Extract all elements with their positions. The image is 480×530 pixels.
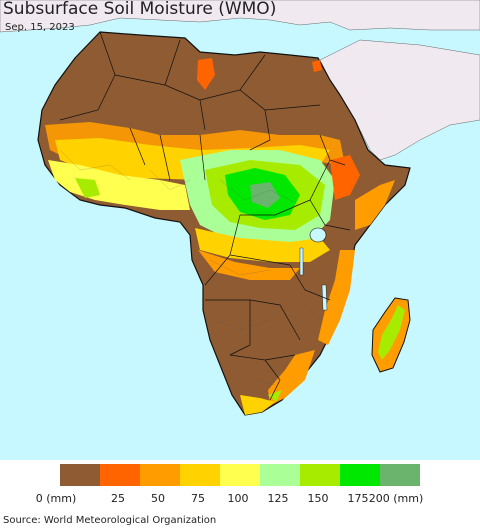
legend-label-end: 200 (mm) [369,492,424,505]
nile-delta [312,60,322,72]
legend-tick-label: 25 [111,492,125,505]
south-africa-green [268,390,282,402]
east-coast-strip [318,250,355,345]
madagascar-wet [378,305,405,360]
map-title: Subsurface Soil Moisture (WMO) [3,0,277,19]
ethiopia-highlands [330,155,360,200]
lake-tanganyika [299,247,304,276]
legend-label-start: 0 (mm) [36,492,77,505]
country-borders [59,31,351,401]
map-date: Sep. 15, 2023 [5,22,75,33]
legend-swatch [220,464,260,486]
legend-swatch [340,464,380,486]
horn-wet [355,180,395,230]
legend-swatch [260,464,300,486]
legend-tick-label: 50 [151,492,165,505]
legend-swatch [60,464,100,486]
color-legend: 0 (mm) 25 50 75 100 125 150 175 200 (mm) [36,464,424,505]
legend-swatch [100,464,140,486]
west-africa-coast [48,160,190,210]
legend-tick-label: 150 [308,492,329,505]
legend-swatch [140,464,180,486]
europe-landmass [0,0,480,33]
soil-moisture-map [0,0,480,460]
legend-swatch [380,464,420,486]
admin-borders [59,149,321,386]
lake-victoria [309,227,327,243]
congo-south-band [195,228,330,262]
legend-tick-label: 75 [191,492,205,505]
legend-swatch [300,464,340,486]
south-africa-coast [240,395,275,415]
legend-swatches [60,464,420,486]
west-africa-green [75,178,100,198]
legend-swatch [180,464,220,486]
central-africa-peak [250,182,280,208]
angola-band [198,250,300,280]
legend-tick-label: 175 [348,492,369,505]
legend-tick-label: 100 [228,492,249,505]
north-africa-spot [197,58,215,90]
legend-tick-label: 125 [268,492,289,505]
legend-ticks: 25 50 75 100 125 150 175 [111,492,369,505]
source-credit: Source: World Meteorological Organizatio… [3,515,217,526]
